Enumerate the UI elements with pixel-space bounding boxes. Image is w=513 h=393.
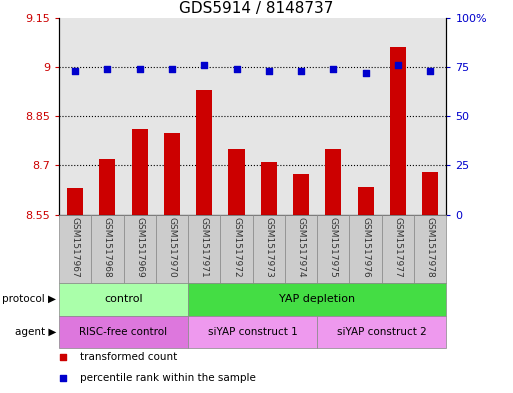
Text: siYAP construct 2: siYAP construct 2 [337,327,427,337]
Bar [188,316,317,348]
Point [71,68,79,74]
Bar [124,215,156,283]
Text: GDS5914 / 8148737: GDS5914 / 8148737 [180,1,333,16]
Point [297,68,305,74]
Text: GSM1517970: GSM1517970 [167,217,176,277]
Text: GSM1517973: GSM1517973 [264,217,273,277]
Bar [91,215,124,283]
Text: GSM1517969: GSM1517969 [135,217,144,277]
Text: GSM1517974: GSM1517974 [297,217,306,277]
Bar [67,188,83,215]
Bar [156,215,188,283]
Text: protocol ▶: protocol ▶ [3,294,56,305]
Text: GSM1517977: GSM1517977 [393,217,402,277]
Text: GSM1517978: GSM1517978 [426,217,435,277]
Bar [414,18,446,215]
Text: GSM1517967: GSM1517967 [71,217,80,277]
Bar [156,18,188,215]
Point [394,62,402,68]
Bar [317,215,349,283]
Text: GSM1517976: GSM1517976 [361,217,370,277]
Point [284,60,292,66]
Bar [91,18,124,215]
Text: GSM1517975: GSM1517975 [329,217,338,277]
Bar [59,18,91,215]
Bar [422,172,438,215]
Bar [221,18,252,215]
Point [232,66,241,72]
Bar [317,316,446,348]
Bar [390,47,406,215]
Text: GSM1517971: GSM1517971 [200,217,209,277]
Point [103,66,111,72]
Point [135,66,144,72]
Bar [317,18,349,215]
Bar [252,215,285,283]
Point [426,68,435,74]
Point [329,66,338,72]
Bar [228,149,245,215]
Bar [196,90,212,215]
Point [362,70,370,76]
Text: GSM1517972: GSM1517972 [232,217,241,277]
Bar [188,18,221,215]
Text: percentile rank within the sample: percentile rank within the sample [81,373,256,383]
Bar [59,215,91,283]
Text: siYAP construct 1: siYAP construct 1 [208,327,298,337]
Point [284,247,292,253]
Bar [252,18,285,215]
Bar [59,283,188,316]
Bar [132,129,148,215]
Bar [164,132,180,215]
Text: transformed count: transformed count [81,352,177,362]
Text: RISC-free control: RISC-free control [80,327,168,337]
Text: control: control [104,294,143,305]
Bar [414,215,446,283]
Bar [124,18,156,215]
Bar [358,187,373,215]
Bar [188,215,221,283]
Bar [188,283,446,316]
Text: GSM1517968: GSM1517968 [103,217,112,277]
Bar [382,18,414,215]
Bar [221,215,252,283]
Point [200,62,208,68]
Bar [100,159,115,215]
Bar [59,316,188,348]
Text: YAP depletion: YAP depletion [279,294,356,305]
Bar [285,215,317,283]
Bar [349,215,382,283]
Text: agent ▶: agent ▶ [15,327,56,337]
Bar [261,162,277,215]
Point [265,68,273,74]
Bar [325,149,342,215]
Bar [285,18,317,215]
Bar [293,174,309,215]
Bar [382,215,414,283]
Bar [349,18,382,215]
Point [168,66,176,72]
